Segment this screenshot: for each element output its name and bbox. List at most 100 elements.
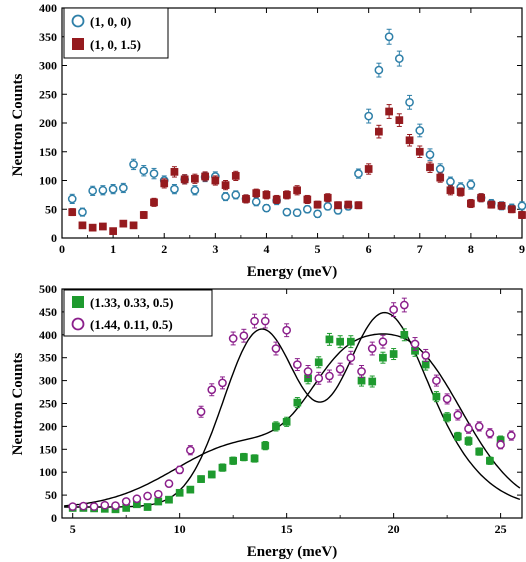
- marker-filled-square: [357, 376, 366, 385]
- y-tick-label: 0: [51, 231, 57, 245]
- data-point-2: [68, 208, 77, 217]
- bottom-chart-legend-box: [63, 289, 213, 337]
- data-point-2: [121, 497, 131, 506]
- data-point-2: [89, 502, 99, 511]
- y-tick-label: 500: [39, 282, 57, 296]
- marker-filled-square: [272, 195, 281, 204]
- x-tick-label: 0: [59, 242, 65, 256]
- marker-open-circle: [425, 150, 435, 159]
- marker-open-circle: [464, 424, 473, 434]
- x-tick-label: 9: [519, 242, 525, 256]
- marker-filled-square: [323, 193, 332, 202]
- marker-filled-square: [262, 191, 271, 199]
- marker-open-circle: [271, 344, 281, 353]
- data-point-2: [303, 194, 312, 204]
- marker-open-circle: [378, 337, 388, 347]
- data-point-2: [314, 371, 324, 385]
- y-tick-label: 100: [39, 465, 57, 479]
- data-point-1: [251, 197, 261, 207]
- data-point-2: [186, 445, 195, 456]
- x-tick-label: 5: [70, 522, 76, 536]
- data-point-1: [67, 193, 77, 204]
- data-point-1: [346, 335, 355, 349]
- data-point-2: [260, 313, 270, 329]
- marker-filled-square: [368, 377, 377, 386]
- marker-open-circle: [364, 111, 374, 121]
- data-point-2: [211, 175, 220, 186]
- x-tick-label: 5: [315, 242, 321, 256]
- top-chart-axes: 0 1 2 3 4 5 6 7 8 9 0 50 100 150 200 250 300 350 400: [39, 1, 525, 256]
- data-point-2: [271, 341, 281, 356]
- marker-filled-square: [68, 208, 77, 216]
- marker-open-circle: [374, 65, 384, 75]
- data-point-1: [486, 456, 494, 465]
- data-point-1: [323, 202, 333, 211]
- marker-filled-square: [99, 222, 107, 231]
- marker-open-circle: [303, 367, 313, 376]
- marker-open-circle: [415, 126, 425, 135]
- data-point-1: [443, 412, 451, 423]
- marker-filled-square: [475, 447, 484, 456]
- marker-open-circle: [221, 192, 230, 201]
- data-point-1: [129, 158, 138, 171]
- x-tick-label: 15: [281, 522, 293, 536]
- marker-filled-square: [165, 495, 173, 504]
- data-point-2: [218, 376, 227, 390]
- data-point-1: [394, 50, 404, 67]
- data-point-1: [118, 182, 128, 194]
- data-point-1: [88, 185, 98, 196]
- marker-open-circle: [302, 204, 312, 214]
- bottom-chart-x-axis-label: Energy (meV): [247, 544, 337, 560]
- y-tick-label: 150: [39, 145, 57, 159]
- y-tick-label: 350: [39, 351, 57, 365]
- marker-open-circle: [186, 445, 195, 455]
- marker-filled-square: [272, 422, 280, 431]
- data-point-1: [221, 192, 230, 202]
- marker-filled-square: [432, 392, 441, 401]
- data-point-2: [344, 200, 353, 209]
- marker-filled-square: [344, 200, 353, 209]
- marker-filled-square: [211, 176, 220, 185]
- data-point-1: [207, 470, 216, 479]
- data-point-1: [154, 497, 163, 506]
- data-point-2: [464, 423, 473, 434]
- top-chart-legend: (1, 0, 0) (1, 0, 1.5): [63, 7, 169, 59]
- marker-filled-square: [375, 127, 383, 136]
- data-point-1: [313, 209, 322, 219]
- marker-open-circle: [282, 325, 292, 335]
- marker-filled-square: [129, 221, 138, 230]
- marker-open-circle: [196, 407, 206, 417]
- marker-open-circle: [262, 203, 271, 213]
- data-point-2: [453, 409, 463, 421]
- marker-filled-square: [207, 470, 216, 479]
- data-point-1: [368, 375, 377, 388]
- marker-filled-square: [464, 437, 473, 445]
- marker-filled-square: [170, 168, 179, 176]
- data-point-2: [272, 194, 281, 204]
- marker-filled-square: [314, 358, 323, 367]
- marker-open-circle: [394, 54, 404, 63]
- marker-filled-square: [443, 413, 451, 422]
- data-point-1: [389, 348, 398, 361]
- marker-open-circle: [496, 440, 505, 450]
- marker-open-circle: [89, 502, 99, 511]
- data-point-2: [78, 221, 87, 230]
- y-tick-label: 250: [39, 397, 57, 411]
- data-point-2: [164, 479, 174, 488]
- marker-filled-square: [446, 186, 455, 195]
- marker-filled-square: [154, 497, 163, 506]
- data-point-1: [175, 488, 184, 497]
- data-point-1: [229, 456, 238, 465]
- marker-filled-square: [421, 360, 430, 369]
- marker-open-circle: [118, 183, 128, 193]
- marker-open-circle: [88, 186, 98, 196]
- data-point-2: [143, 491, 152, 501]
- marker-open-circle: [218, 378, 227, 388]
- data-point-1: [261, 441, 270, 451]
- data-point-2: [385, 104, 393, 119]
- marker-open-circle: [435, 164, 445, 174]
- marker-filled-square: [218, 463, 227, 472]
- y-tick-label: 150: [39, 442, 57, 456]
- data-point-2: [415, 145, 424, 158]
